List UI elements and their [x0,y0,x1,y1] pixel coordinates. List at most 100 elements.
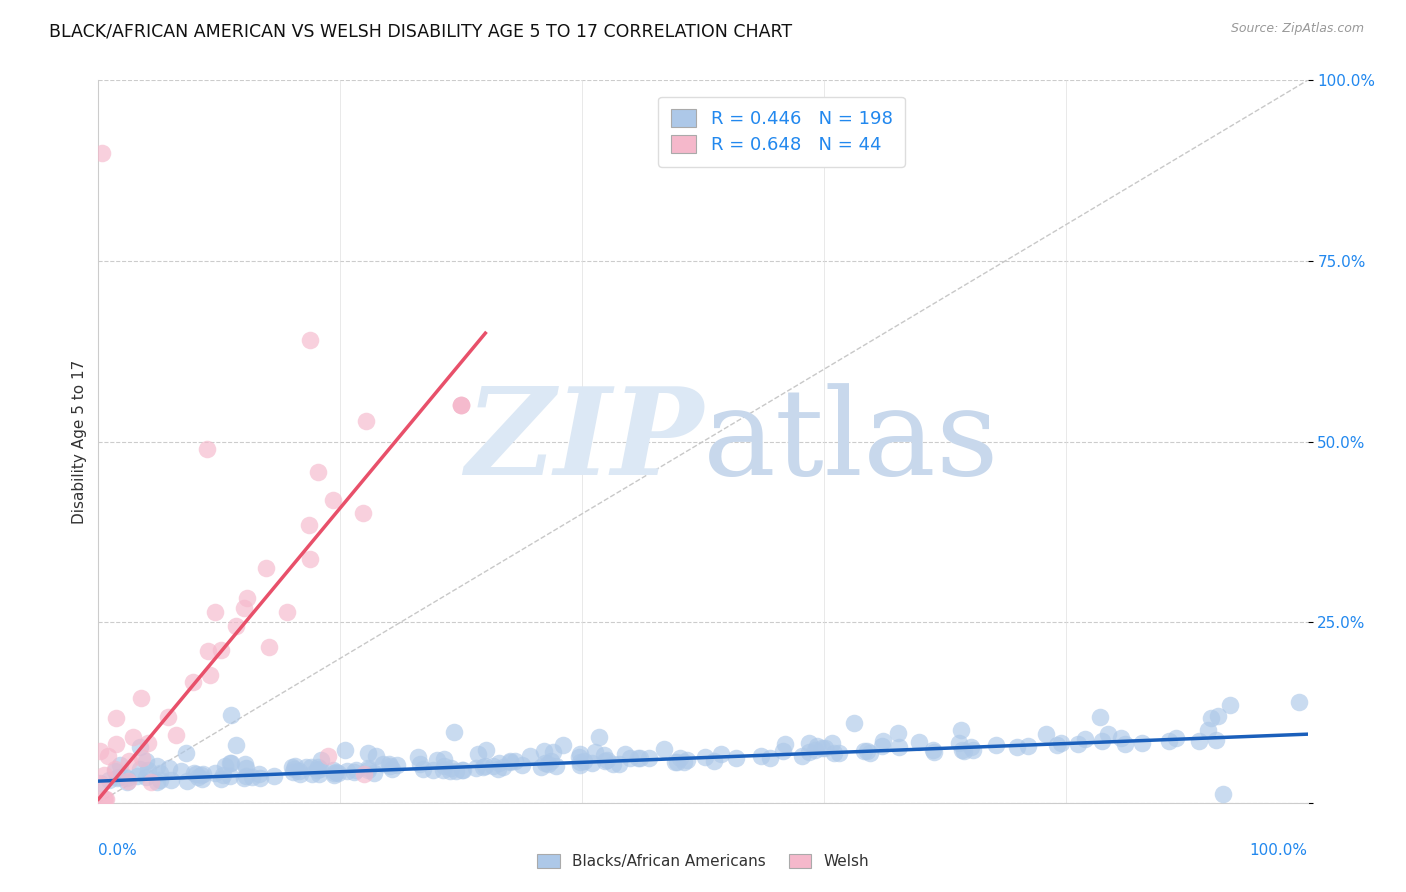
Point [1109,731,1132,745]
Point [183,766,205,780]
Point [1050,736,1073,750]
Point [363,765,385,780]
Text: ZIP: ZIP [465,383,703,500]
Point [117,754,139,768]
Point [821,736,844,750]
Point [450,763,472,777]
Point [572,754,595,768]
Text: atlas: atlas [703,383,1000,500]
Point [254,561,277,575]
Point [408,749,430,764]
Point [960,739,983,754]
Point [136,736,159,750]
Point [247,766,270,780]
Point [1130,736,1153,750]
Point [181,675,204,690]
Text: BLACK/AFRICAN AMERICAN VS WELSH DISABILITY AGE 5 TO 17 CORRELATION CHART: BLACK/AFRICAN AMERICAN VS WELSH DISABILI… [49,22,793,40]
Point [540,755,562,769]
Point [127,769,149,783]
Legend: Blacks/African Americans, Welsh: Blacks/African Americans, Welsh [530,848,876,875]
Point [322,492,344,507]
Point [471,760,494,774]
Point [772,744,794,758]
Point [602,756,624,771]
Point [323,766,346,780]
Point [790,749,813,764]
Point [986,738,1008,752]
Point [333,743,356,757]
Point [593,755,616,769]
Point [93,792,115,806]
Point [543,745,565,759]
Point [190,772,212,786]
Point [432,763,454,777]
Point [323,768,346,782]
Point [537,757,560,772]
Point [257,640,280,655]
Point [357,764,380,778]
Point [184,767,207,781]
Point [353,767,375,781]
Point [307,763,329,777]
Point [510,758,533,772]
Y-axis label: Disability Age 5 to 17: Disability Age 5 to 17 [72,359,87,524]
Point [357,746,380,760]
Point [141,774,163,789]
Point [444,764,467,778]
Point [204,605,226,619]
Point [176,774,198,789]
Point [187,770,209,784]
Point [949,723,972,737]
Point [814,740,837,755]
Point [335,764,357,779]
Point [842,716,865,731]
Point [588,731,610,745]
Point [1205,732,1227,747]
Point [433,752,456,766]
Point [308,767,330,781]
Point [276,605,298,619]
Point [710,747,733,761]
Point [409,757,432,772]
Point [451,763,474,777]
Point [693,750,716,764]
Point [953,744,976,758]
Point [298,551,321,566]
Point [529,759,551,773]
Point [299,334,322,348]
Point [176,746,198,760]
Point [364,749,387,764]
Point [450,398,472,412]
Point [859,746,882,760]
Point [209,772,232,786]
Point [380,759,402,773]
Point [214,759,236,773]
Point [596,753,619,767]
Point [93,768,115,782]
Point [1219,698,1241,713]
Point [219,769,242,783]
Point [628,750,651,764]
Point [283,762,305,776]
Point [1208,709,1230,723]
Point [654,742,676,756]
Point [204,766,226,780]
Point [450,398,472,412]
Point [664,755,686,769]
Point [225,618,247,632]
Point [488,756,510,771]
Point [135,754,157,768]
Point [89,776,111,790]
Point [96,792,118,806]
Point [749,749,772,764]
Point [921,743,943,757]
Point [1035,727,1057,741]
Point [889,739,911,754]
Point [89,777,111,791]
Point [486,762,509,776]
Point [475,742,498,756]
Point [422,763,444,777]
Point [481,759,503,773]
Point [235,757,257,772]
Point [806,739,828,753]
